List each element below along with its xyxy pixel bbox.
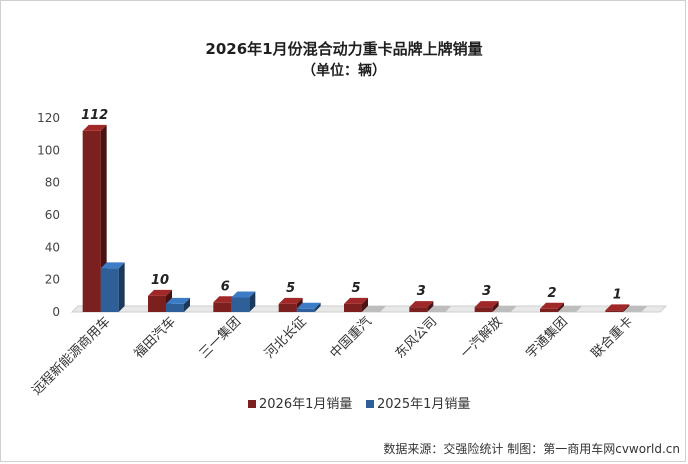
bar-top-0-1 bbox=[148, 289, 172, 296]
bar-top-0-7 bbox=[540, 302, 564, 309]
bar-top-0-6 bbox=[474, 301, 499, 308]
y-tick-label: 120 bbox=[37, 111, 60, 125]
bar-1-1 bbox=[166, 303, 184, 312]
legend-label-1: 2025年1月销量 bbox=[377, 397, 470, 412]
bar-0-2 bbox=[213, 302, 232, 312]
bar-0-7 bbox=[540, 308, 558, 312]
bar-side-0-5 bbox=[427, 301, 434, 312]
bar-top-0-3 bbox=[278, 297, 303, 304]
chart-title: 2026年1月份混合动力重卡品牌上牌销量 bbox=[205, 40, 483, 58]
chart-subtitle: （单位：辆） bbox=[302, 63, 386, 79]
bar-top-1-3 bbox=[296, 302, 321, 309]
x-tick-label: 宇通集团 bbox=[523, 314, 571, 362]
bar-1-4 bbox=[362, 306, 386, 312]
bar-0-1 bbox=[148, 295, 166, 312]
x-tick-label: 东风公司 bbox=[393, 314, 440, 361]
bar-top-1-0 bbox=[100, 262, 125, 269]
y-tick-label: 80 bbox=[45, 176, 60, 190]
legend-swatch-1 bbox=[366, 400, 374, 408]
bar-1-7 bbox=[558, 306, 582, 312]
bar-0-5 bbox=[409, 307, 428, 312]
y-tick-label: 60 bbox=[45, 208, 60, 222]
bar-top-1-1 bbox=[166, 297, 190, 304]
bar-1-2 bbox=[231, 297, 250, 312]
data-label: 5 bbox=[286, 281, 295, 296]
x-tick-label: 联合重卡 bbox=[588, 314, 636, 362]
bar-0-6 bbox=[474, 307, 493, 312]
bar-side-1-0 bbox=[118, 262, 125, 312]
bar-top-0-0 bbox=[82, 124, 107, 131]
bar-1-0 bbox=[100, 268, 119, 312]
y-tick-label: 20 bbox=[45, 273, 60, 287]
bar-1-3 bbox=[296, 308, 315, 312]
legend-label-0: 2026年1月销量 bbox=[259, 397, 352, 412]
bar-0-4 bbox=[344, 303, 362, 312]
x-tick-label: 三一集团 bbox=[196, 314, 244, 362]
bar-side-1-2 bbox=[249, 291, 256, 312]
bar-1-8 bbox=[623, 306, 648, 312]
bar-side-1-1 bbox=[184, 297, 190, 312]
bar-0-0 bbox=[82, 130, 101, 312]
bar-1-5 bbox=[427, 306, 452, 312]
bar-top-0-5 bbox=[409, 301, 434, 308]
bar-top-0-8 bbox=[605, 304, 630, 311]
data-label: 1 bbox=[613, 287, 622, 302]
x-tick-label: 中国重汽 bbox=[327, 314, 375, 362]
legend-swatch-0 bbox=[248, 400, 256, 408]
bar-1-6 bbox=[492, 306, 517, 312]
y-tick-label: 0 bbox=[52, 305, 60, 319]
x-tick-label: 福田汽车 bbox=[131, 314, 179, 362]
bar-top-1-2 bbox=[231, 291, 256, 298]
data-label: 3 bbox=[482, 284, 491, 299]
data-label: 2 bbox=[547, 286, 556, 301]
y-tick-label: 100 bbox=[37, 143, 60, 157]
source-note: 数据来源：交强险统计 制图：第一商用车网cvworld.cn bbox=[383, 442, 680, 456]
x-tick-label: 河北长征 bbox=[262, 314, 309, 361]
bar-side-0-8 bbox=[623, 304, 630, 312]
data-label: 10 bbox=[151, 273, 169, 288]
bar-side-0-7 bbox=[558, 302, 564, 312]
x-tick-label: 远程新能源商用车 bbox=[29, 314, 114, 399]
bar-side-0-4 bbox=[362, 297, 368, 312]
data-label: 6 bbox=[221, 279, 230, 294]
data-label: 5 bbox=[351, 281, 360, 296]
bar-side-1-3 bbox=[314, 302, 321, 312]
data-label: 3 bbox=[417, 284, 426, 299]
bar-0-3 bbox=[278, 303, 297, 312]
x-tick-label: 一汽解放 bbox=[458, 314, 505, 361]
bar-top-0-4 bbox=[344, 297, 368, 304]
bar-side-0-6 bbox=[492, 301, 499, 312]
data-label: 112 bbox=[81, 108, 108, 123]
bar-0-8 bbox=[605, 310, 624, 312]
y-tick-label: 40 bbox=[45, 240, 60, 254]
